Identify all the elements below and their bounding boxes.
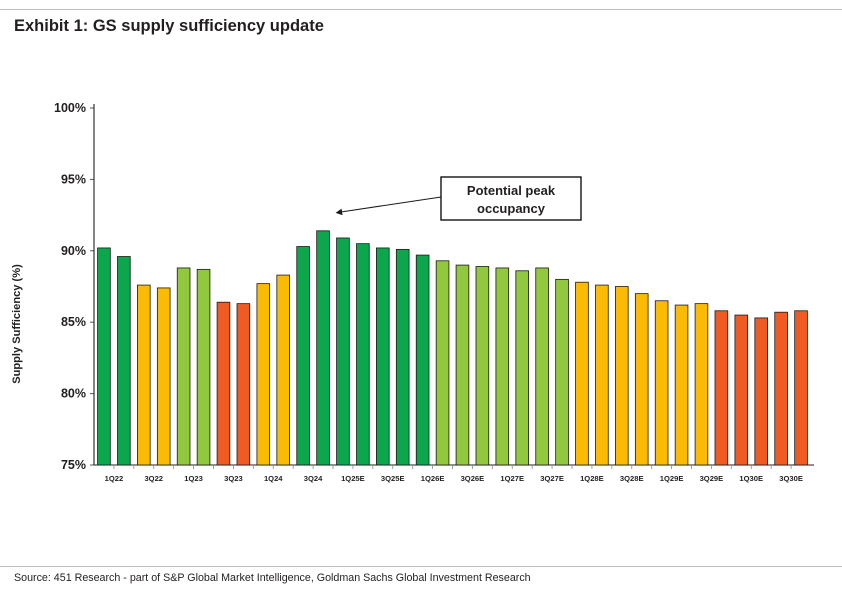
svg-text:80%: 80%	[61, 387, 86, 401]
svg-text:3Q24: 3Q24	[304, 474, 323, 483]
svg-text:3Q25E: 3Q25E	[381, 474, 405, 483]
svg-text:1Q27E: 1Q27E	[500, 474, 524, 483]
svg-text:1Q24: 1Q24	[264, 474, 283, 483]
svg-text:1Q26E: 1Q26E	[421, 474, 445, 483]
svg-text:3Q23: 3Q23	[224, 474, 243, 483]
svg-text:1Q30E: 1Q30E	[739, 474, 763, 483]
svg-text:Potential peak: Potential peak	[467, 183, 556, 198]
svg-text:3Q22: 3Q22	[144, 474, 163, 483]
svg-text:1Q28E: 1Q28E	[580, 474, 604, 483]
svg-text:85%: 85%	[61, 315, 86, 329]
svg-text:1Q23: 1Q23	[184, 474, 203, 483]
svg-text:3Q27E: 3Q27E	[540, 474, 564, 483]
svg-text:1Q25E: 1Q25E	[341, 474, 365, 483]
svg-text:3Q30E: 3Q30E	[779, 474, 803, 483]
svg-text:3Q28E: 3Q28E	[620, 474, 644, 483]
svg-text:90%: 90%	[61, 244, 86, 258]
svg-text:1Q29E: 1Q29E	[660, 474, 684, 483]
svg-text:Supply Sufficiency (%): Supply Sufficiency (%)	[11, 264, 23, 384]
svg-text:3Q26E: 3Q26E	[461, 474, 485, 483]
svg-text:75%: 75%	[61, 458, 86, 472]
svg-text:3Q29E: 3Q29E	[700, 474, 724, 483]
svg-text:occupancy: occupancy	[477, 201, 546, 216]
svg-text:1Q22: 1Q22	[105, 474, 124, 483]
svg-text:100%: 100%	[54, 101, 86, 115]
svg-text:95%: 95%	[61, 172, 86, 186]
